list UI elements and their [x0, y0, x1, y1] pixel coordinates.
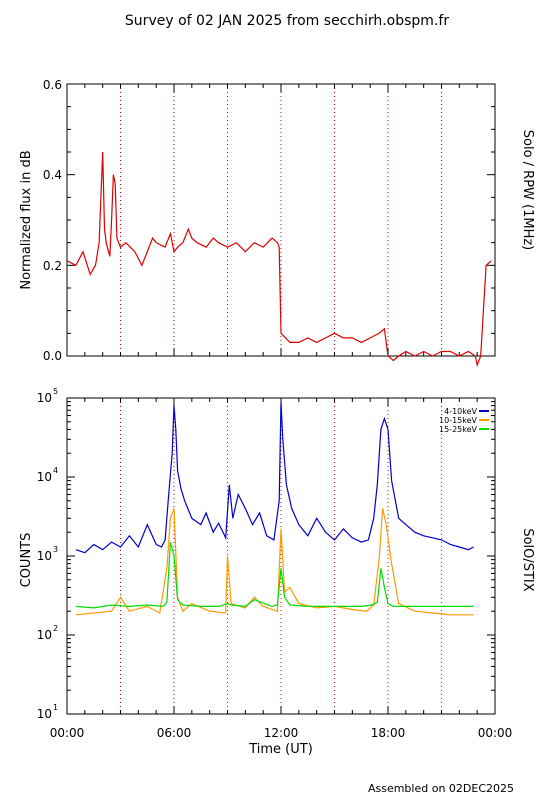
legend-label-15-25kev: 15-25keV	[439, 425, 478, 434]
stix-panel: COUNTS SolO/STIX 10 1 10 2 10 3 10 4 10 …	[19, 387, 535, 721]
figure-title: Survey of 02 JAN 2025 from secchirh.obsp…	[125, 13, 449, 29]
rpw-ytick-label-1: 0.2	[43, 259, 62, 273]
rpw-ylabel: Normalized flux in dB	[19, 150, 34, 289]
svg-text:10: 10	[37, 391, 52, 405]
svg-text:10: 10	[37, 470, 52, 484]
rpw-ytick-label-3: 0.6	[43, 78, 62, 92]
svg-text:2: 2	[53, 624, 58, 633]
stix-ytick-label-2: 10 3	[37, 545, 58, 563]
xtick-label-4: 00:00	[478, 726, 513, 740]
stix-ytick-label-3: 10 4	[37, 466, 58, 484]
svg-text:10: 10	[37, 549, 52, 563]
xtick-label-2: 12:00	[264, 726, 299, 740]
xtick-label-1: 06:00	[157, 726, 192, 740]
stix-line-10-15kev	[75, 508, 474, 616]
xtick-label-3: 18:00	[371, 726, 406, 740]
svg-text:5: 5	[53, 387, 58, 396]
x-axis-title: Time (UT)	[248, 742, 313, 757]
stix-ytick-label-1: 10 2	[37, 624, 58, 642]
assembled-note: Assembled on 02DEC2025	[368, 782, 514, 795]
x-axis: 00:00 06:00 12:00 18:00 00:00 Time (UT)	[50, 726, 513, 757]
svg-text:10: 10	[37, 628, 52, 642]
stix-right-label: SolO/STIX	[520, 528, 535, 591]
stix-ytick-label-0: 10 1	[37, 703, 58, 721]
stix-line-15-25kev	[75, 541, 474, 609]
rpw-flux-line	[66, 151, 492, 368]
rpw-right-label: Solo / RPW (1MHz)	[520, 130, 535, 251]
rpw-ytick-label-0: 0.0	[43, 349, 62, 363]
stix-line-4-10kev	[75, 401, 474, 554]
stix-legend: 4-10keV 10-15keV 15-25keV	[439, 407, 489, 434]
xtick-label-0: 00:00	[50, 726, 85, 740]
stix-ylabel: COUNTS	[19, 533, 34, 588]
svg-text:10: 10	[37, 707, 52, 721]
svg-text:1: 1	[53, 703, 58, 712]
rpw-ytick-label-2: 0.4	[43, 168, 62, 182]
rpw-panel: Normalized flux in dB Solo / RPW (1MHz) …	[19, 78, 535, 368]
svg-text:4: 4	[53, 466, 58, 475]
svg-text:3: 3	[53, 545, 58, 554]
legend-label-4-10kev: 4-10keV	[444, 407, 477, 416]
stix-ytick-label-4: 10 5	[37, 387, 58, 405]
legend-label-10-15kev: 10-15keV	[439, 416, 478, 425]
